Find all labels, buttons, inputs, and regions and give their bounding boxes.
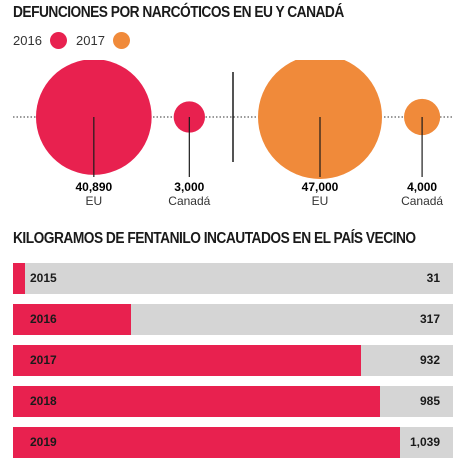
bubble-category-2017-eu: EU: [312, 194, 329, 208]
bar-label-2015: 2015: [30, 271, 57, 285]
bubble-value-2017-eu: 47,000: [302, 180, 339, 194]
bubble-value-2016-eu: 40,890: [75, 180, 112, 194]
legend-label-2017: 2017: [76, 33, 105, 48]
bar-value-2019: 1,039: [409, 435, 440, 449]
bar-label-2018: 2018: [30, 394, 57, 408]
bar-row-2017: 2017 932: [13, 345, 453, 376]
bar-row-2018: 2018 985: [13, 386, 453, 417]
bubble-category-2017-canad-: Canadá: [401, 194, 443, 208]
legend-label-2016: 2016: [13, 33, 42, 48]
bar-value-2017: 932: [419, 353, 440, 367]
bar-row-2016: 2016 317: [13, 304, 453, 335]
bubble-category-2016-eu: EU: [85, 194, 102, 208]
bubble-category-2016-canad-: Canadá: [168, 194, 210, 208]
bar-fill-2016: [13, 304, 132, 335]
bar-value-2016: 317: [419, 312, 440, 326]
bar-fill-2015: [13, 263, 25, 294]
bubble-value-2017-canad-: 4,000: [407, 180, 437, 194]
bar-fill-2019: [13, 427, 401, 458]
bar-row-2019: 2019 1,039: [13, 427, 453, 458]
bar-label-2019: 2019: [30, 435, 57, 449]
bar-value-2018: 985: [419, 394, 440, 408]
bubble-chart-title: DEFUNCIONES POR NARCÓTICOS EN EU Y CANAD…: [13, 4, 344, 21]
legend-item-2016: 2016: [13, 32, 67, 49]
bar-row-2015: 2015 31: [13, 263, 453, 294]
bar-fill-2017: [13, 345, 361, 376]
bar-fill-2018: [13, 386, 381, 417]
bar-label-2016: 2016: [30, 312, 57, 326]
bubble-value-2016-canad-: 3,000: [174, 180, 204, 194]
bar-chart-title: KILOGRAMOS DE FENTANILO INCAUTADOS EN EL…: [13, 230, 416, 247]
legend-swatch-2017: [112, 32, 130, 49]
bar-label-2017: 2017: [30, 353, 57, 367]
legend-swatch-2016: [49, 32, 67, 49]
legend-item-2017: 2017: [76, 32, 130, 49]
bar-value-2015: 31: [426, 271, 440, 285]
